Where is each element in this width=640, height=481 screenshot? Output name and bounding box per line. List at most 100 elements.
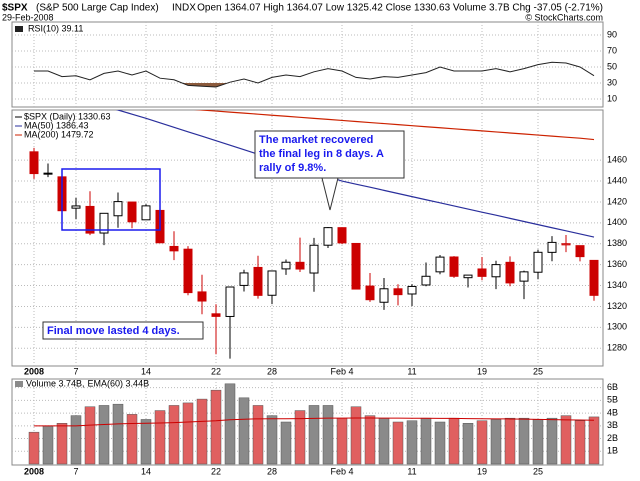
candle-body bbox=[211, 313, 221, 317]
y-tick-label: 1B bbox=[607, 446, 618, 456]
candle-body bbox=[99, 212, 109, 234]
y-tick-label: 5B bbox=[607, 395, 618, 405]
y-tick-label: 1360 bbox=[607, 259, 627, 269]
y-tick-label: 3B bbox=[607, 420, 618, 430]
candle-body bbox=[561, 243, 571, 246]
index-name: (S&P 500 Large Cap Index) bbox=[36, 3, 159, 14]
y-tick-label: 1340 bbox=[607, 280, 627, 290]
volume-bar bbox=[210, 389, 222, 465]
volume-bar bbox=[42, 425, 54, 465]
annotation-box bbox=[254, 130, 405, 179]
x-tick-label: 14 bbox=[141, 466, 151, 476]
x-tick-label: 11 bbox=[407, 466, 416, 476]
y-tick-label: 1440 bbox=[607, 175, 627, 185]
x-tick-label: 28 bbox=[267, 366, 277, 376]
ema-label: EMA(60) 3.44B bbox=[88, 378, 150, 388]
volume-bar bbox=[518, 417, 530, 465]
volume-bar bbox=[322, 405, 334, 465]
x-tick-label: 19 bbox=[477, 366, 487, 376]
volume-bar bbox=[574, 420, 586, 465]
volume-bar bbox=[504, 417, 516, 465]
y-tick-label: 1300 bbox=[607, 322, 627, 332]
candle-body bbox=[379, 288, 389, 303]
x-tick-label: 7 bbox=[73, 466, 78, 476]
y-tick-label: 1280 bbox=[607, 343, 627, 353]
annotation-text: rally of 9.8%. bbox=[259, 162, 326, 174]
callout-pointer bbox=[321, 177, 339, 211]
candle-body bbox=[113, 201, 123, 217]
volume-bar bbox=[126, 414, 138, 465]
quote: Open 1364.07 High 1364.07 Low 1325.42 Cl… bbox=[197, 3, 603, 14]
exchange: INDX bbox=[172, 3, 196, 14]
volume-bar bbox=[392, 421, 404, 465]
candle-body bbox=[183, 248, 193, 294]
candle-body bbox=[505, 261, 515, 284]
candle-body bbox=[71, 205, 81, 209]
x-tick-label: 2008 bbox=[24, 466, 44, 476]
y-tick-label: 70 bbox=[607, 45, 617, 55]
volume-bar bbox=[238, 397, 250, 465]
legend-swatch bbox=[15, 381, 23, 387]
copyright: © StockCharts.com bbox=[525, 12, 603, 22]
candle-body bbox=[309, 244, 319, 274]
candle-body bbox=[519, 271, 529, 282]
x-tick-label: 14 bbox=[141, 366, 151, 376]
candle-body bbox=[533, 251, 543, 273]
volume-bar bbox=[28, 431, 40, 465]
annotation-text: the final leg in 8 days. A bbox=[259, 148, 384, 160]
y-tick-label: 1380 bbox=[607, 238, 627, 248]
candle-body bbox=[337, 227, 347, 244]
candle-body bbox=[197, 291, 207, 302]
candle-body bbox=[253, 266, 263, 296]
candle-body bbox=[127, 201, 137, 223]
y-tick-label: 1420 bbox=[607, 196, 627, 206]
candle-body bbox=[295, 261, 305, 270]
candle-body bbox=[421, 275, 431, 286]
y-tick-label: 30 bbox=[607, 77, 617, 87]
rsi-label: RSI(10) 39.11 bbox=[28, 23, 83, 33]
candle-body bbox=[435, 256, 445, 273]
y-tick-label: 1400 bbox=[607, 217, 627, 227]
annotation-text: The market recovered bbox=[259, 134, 373, 146]
candle-body bbox=[169, 245, 179, 252]
volume-bar bbox=[308, 405, 320, 465]
candle-body bbox=[407, 285, 417, 295]
rsi-panel bbox=[11, 21, 604, 108]
volume-bar bbox=[56, 423, 68, 465]
volume-bar bbox=[462, 423, 474, 465]
candle-body bbox=[365, 285, 375, 301]
candle-body bbox=[323, 227, 333, 246]
volume-bar bbox=[532, 419, 544, 465]
candle-body bbox=[29, 151, 39, 175]
volume-bar bbox=[98, 405, 110, 465]
x-tick-label: 28 bbox=[267, 466, 277, 476]
y-tick-label: 4B bbox=[607, 407, 618, 417]
volume-bar bbox=[546, 417, 558, 465]
volume-bar bbox=[406, 420, 418, 465]
ema-line bbox=[34, 417, 595, 427]
volume-bar bbox=[378, 417, 390, 465]
candle-body bbox=[463, 274, 473, 279]
volume-bar bbox=[182, 402, 194, 465]
candle-body bbox=[85, 205, 95, 234]
volume-bar bbox=[448, 417, 460, 465]
legend-ma: MA(200) 1479.72 bbox=[24, 129, 94, 139]
volume-bar bbox=[490, 419, 502, 465]
y-tick-label: 50 bbox=[607, 61, 617, 71]
legend-ma: MA(50) 1386.43 bbox=[24, 120, 89, 130]
volume-bar bbox=[70, 415, 82, 465]
y-tick-label: 10 bbox=[607, 93, 617, 103]
volume-bar bbox=[420, 417, 432, 465]
x-tick-label: 2008 bbox=[24, 366, 44, 376]
volume-bar bbox=[168, 405, 180, 465]
volume-bar bbox=[140, 419, 152, 465]
x-tick-label: 11 bbox=[407, 366, 416, 376]
candle-body bbox=[547, 241, 557, 253]
volume-bar bbox=[476, 420, 488, 465]
volume-bar bbox=[252, 405, 264, 465]
candle-body bbox=[141, 205, 151, 221]
y-tick-label: 2B bbox=[607, 433, 618, 443]
volume-bar bbox=[224, 383, 236, 465]
x-tick-label: 19 bbox=[477, 466, 487, 476]
